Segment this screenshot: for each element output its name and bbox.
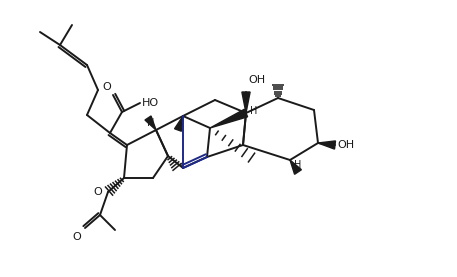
Text: HO: HO (142, 98, 159, 108)
Text: O: O (93, 187, 102, 197)
Text: O: O (73, 232, 81, 242)
Polygon shape (318, 141, 335, 149)
Polygon shape (210, 109, 248, 128)
Polygon shape (290, 160, 302, 174)
Text: H: H (294, 160, 301, 170)
Text: OH: OH (337, 140, 354, 150)
Polygon shape (242, 92, 250, 113)
Polygon shape (145, 116, 156, 130)
Text: O: O (102, 82, 111, 92)
Text: H: H (250, 106, 257, 116)
Polygon shape (175, 116, 183, 131)
Text: OH: OH (248, 75, 265, 85)
Text: H: H (147, 118, 154, 128)
